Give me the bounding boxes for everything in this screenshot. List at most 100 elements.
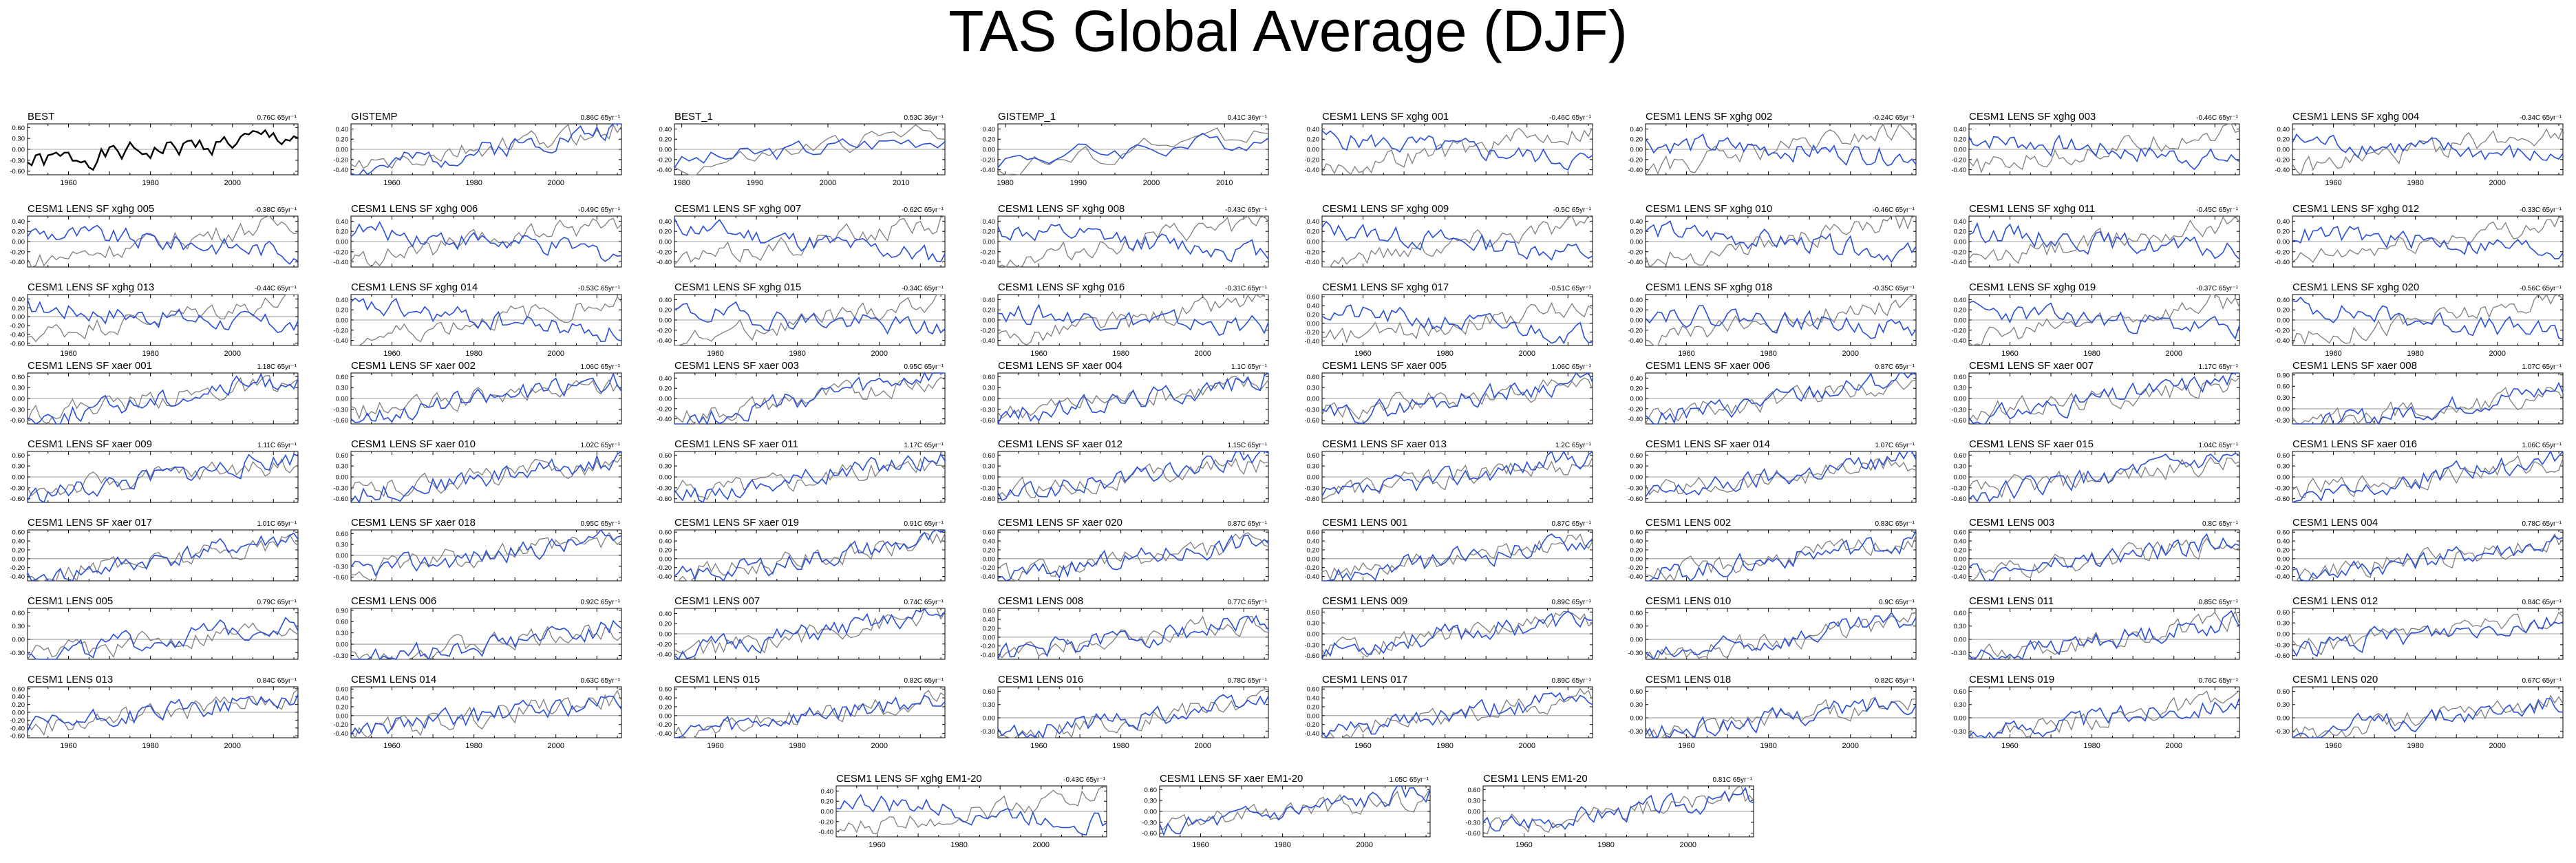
y-tick-label: 0.40 [1630,297,1643,304]
y-tick-label: 0.40 [1307,218,1320,226]
y-tick-label: -0.20 [818,818,833,826]
series-line-model [27,453,299,504]
panel-trend: 0.41C 36yr⁻¹ [1227,114,1267,122]
panel-trend: 1.07C 65yr⁻¹ [2522,363,2562,371]
y-tick-label: -0.30 [1142,819,1157,827]
y-tick-label: 0.60 [1145,787,1158,794]
panel-title: CESM1 LENS 012 [2292,595,2378,607]
x-tick-label: 2000 [2489,179,2505,187]
panel-trend: 0.84C 65yr⁻¹ [2522,599,2562,606]
y-tick-label: -0.60 [1304,496,1319,503]
y-tick-label: 0.00 [659,631,672,639]
panel-60: CESM1 LENS 016 0.78C 65yr⁻¹ 0.60 0.30 0.00 -0… [980,674,1269,750]
y-tick-label: 0.00 [1145,809,1158,816]
panel-trend: -0.49C 65yr⁻¹ [578,206,621,214]
panel-trend: -0.34C 65yr⁻¹ [2520,114,2562,122]
x-tick-label: 1960 [1515,841,1532,849]
y-tick-label: 0.20 [659,703,672,711]
y-tick-label: 0.60 [1307,609,1320,617]
panel-trend: 1.15C 65yr⁻¹ [1227,442,1267,449]
series-line-model [27,694,299,732]
x-tick-label: 2000 [224,742,240,750]
panel-trend: 0.91C 65yr⁻¹ [904,520,944,528]
y-tick-label: -0.60 [2275,652,2290,660]
y-tick-label: 0.20 [336,228,349,236]
x-tick-label: 1960 [869,841,885,849]
y-tick-label: -0.60 [1951,496,1966,503]
y-tick-label: -0.30 [10,484,25,492]
series-line-model [27,372,299,425]
panel-trend: 0.89C 65yr⁻¹ [1551,677,1591,685]
y-tick-label: 0.00 [12,239,25,246]
x-tick-label: 1960 [2325,179,2341,187]
y-tick-label: -0.40 [1304,338,1319,345]
x-tick-label: 2000 [2165,350,2182,358]
panel-trend: 1.18C 65yr⁻¹ [257,363,297,371]
panel-14: CESM1 LENS SF xghg 010 -0.46C 65yr⁻¹ 0.40 0… [1628,203,1917,268]
y-tick-label: 0.20 [12,228,25,236]
y-tick-label: 0.30 [1145,798,1158,805]
y-tick-label: -0.30 [1465,819,1480,827]
y-tick-label: 0.00 [1630,317,1643,325]
x-tick-label: 1980 [1597,841,1614,849]
y-tick-label: -0.40 [1628,573,1643,581]
panel-title: CESM1 LENS SF xaer 018 [351,517,476,529]
series-line-model [1968,453,2240,503]
x-tick-label: 2000 [547,350,564,358]
y-tick-label: 0.30 [2277,701,2290,709]
y-tick-label: 0.00 [1954,317,1967,325]
y-tick-label: -0.60 [10,496,25,503]
panel-frame [1321,294,1593,346]
y-tick-label: 0.60 [1307,686,1320,694]
y-tick-label: 0.20 [12,701,25,709]
y-tick-label: -0.30 [333,563,348,571]
y-tick-label: 0.20 [1630,546,1643,554]
x-tick-label: 1980 [673,179,690,187]
y-tick-label: -0.40 [980,337,995,345]
y-tick-label: -0.20 [980,564,995,572]
y-tick-label: -0.60 [333,417,348,425]
y-tick-label: 0.00 [1954,555,1967,563]
x-tick-label: 1980 [142,350,158,358]
series-line-model [1321,610,1593,659]
y-tick-label: 0.20 [659,621,672,628]
x-tick-label: 2010 [1216,179,1233,187]
series-line-model [2292,133,2564,162]
series-line-reference [1968,215,2240,264]
panel-title: CESM1 LENS SF xaer 014 [1646,438,1770,450]
x-tick-label: 2000 [547,179,564,187]
series-line-model [1645,134,1917,167]
x-tick-label: 1980 [142,742,158,750]
y-tick-label: -0.40 [657,337,672,345]
panel-title: CESM1 LENS SF xghg 020 [2292,281,2419,293]
y-tick-label: -0.30 [10,650,25,657]
y-tick-label: 0.30 [2277,463,2290,471]
y-tick-label: -0.30 [1951,650,1966,657]
panel-trend: 0.92C 65yr⁻¹ [580,599,620,606]
y-tick-label: 0.30 [659,463,672,471]
y-tick-label: 0.00 [659,396,672,403]
y-tick-label: -0.40 [10,725,25,732]
panel-trend: 1.02C 65yr⁻¹ [580,442,620,449]
y-tick-label: 0.30 [983,463,996,471]
panel-46: CESM1 LENS 002 0.83C 65yr⁻¹ 0.600.400.200.… [1628,517,1917,582]
panel-title: CESM1 LENS SF xaer 015 [1969,438,2094,450]
y-tick-label: 0.60 [1954,610,1967,617]
series-line-model [350,297,622,343]
panel-title: CESM1 LENS 010 [1646,595,1731,607]
y-tick-label: 0.60 [2277,609,2290,617]
panel-54: CESM1 LENS 010 0.9C 65yr⁻¹ 0.60 0.30 0.00 -0.… [1628,595,1917,661]
y-tick-label: 0.60 [336,686,349,694]
series-line-model [1968,533,2240,582]
panel-trend: 1.06C 65yr⁻¹ [1551,363,1591,371]
y-tick-label: -0.30 [1304,406,1319,414]
panel-title: CESM1 LENS SF xghg 014 [351,281,478,293]
y-tick-label: -0.20 [1304,721,1319,729]
panel-34: CESM1 LENS SF xaer 010 1.02C 65yr⁻¹ 0.60 0.… [333,438,622,504]
x-tick-label: 1980 [465,742,482,750]
x-tick-label: 1980 [789,742,805,750]
panel-title: CESM1 LENS SF xaer EM1-20 [1160,773,1303,785]
y-tick-label: -0.40 [333,167,348,174]
series-line-reference [1482,785,1754,835]
x-tick-label: 1980 [1274,841,1290,849]
